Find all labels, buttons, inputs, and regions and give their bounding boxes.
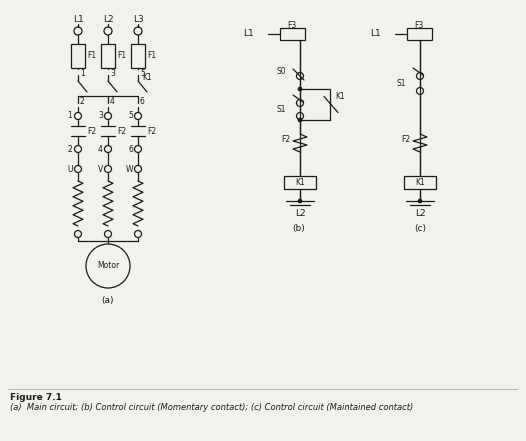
Text: (b): (b) bbox=[292, 224, 306, 232]
Text: K1: K1 bbox=[295, 178, 305, 187]
Text: L1: L1 bbox=[370, 30, 381, 38]
Text: 2: 2 bbox=[67, 145, 72, 153]
Text: (a)  Main circuit; (b) Control circuit (Momentary contact); (c) Control circuit : (a) Main circuit; (b) Control circuit (M… bbox=[10, 403, 413, 411]
Text: 6: 6 bbox=[128, 145, 133, 153]
Bar bbox=[284, 176, 316, 189]
Text: F1: F1 bbox=[117, 52, 126, 60]
Text: K1: K1 bbox=[415, 178, 425, 187]
Circle shape bbox=[298, 87, 302, 91]
Text: S0: S0 bbox=[276, 67, 286, 76]
Bar bbox=[280, 28, 305, 40]
Text: L3: L3 bbox=[133, 15, 144, 23]
Bar bbox=[404, 176, 436, 189]
Text: F2: F2 bbox=[117, 127, 126, 135]
Circle shape bbox=[86, 244, 130, 288]
Text: Motor: Motor bbox=[97, 262, 119, 270]
Text: F2: F2 bbox=[87, 127, 96, 135]
Text: 5: 5 bbox=[140, 68, 145, 78]
Text: L2: L2 bbox=[414, 209, 426, 217]
Bar bbox=[71, 44, 85, 68]
Text: 6: 6 bbox=[140, 97, 145, 105]
Text: (a): (a) bbox=[102, 295, 114, 304]
Text: 1: 1 bbox=[80, 68, 85, 78]
Bar bbox=[407, 28, 432, 40]
Text: (c): (c) bbox=[414, 224, 426, 232]
Text: 2: 2 bbox=[80, 97, 85, 105]
Text: 4: 4 bbox=[98, 145, 103, 153]
Text: 3: 3 bbox=[98, 112, 103, 120]
Text: K1: K1 bbox=[142, 74, 151, 82]
Text: L1: L1 bbox=[73, 15, 84, 23]
Text: S1: S1 bbox=[277, 105, 286, 114]
Text: 3: 3 bbox=[110, 68, 115, 78]
Bar bbox=[131, 44, 145, 68]
Text: S1: S1 bbox=[397, 79, 406, 88]
Text: L2: L2 bbox=[103, 15, 113, 23]
Text: U: U bbox=[67, 164, 73, 173]
Text: L1: L1 bbox=[243, 30, 254, 38]
Text: F1: F1 bbox=[87, 52, 96, 60]
Text: F2: F2 bbox=[281, 135, 290, 145]
Text: K1: K1 bbox=[335, 92, 345, 101]
Circle shape bbox=[298, 199, 302, 203]
Text: L2: L2 bbox=[295, 209, 305, 217]
Text: 1: 1 bbox=[67, 112, 72, 120]
Text: F1: F1 bbox=[147, 52, 156, 60]
Text: Figure 7.1: Figure 7.1 bbox=[10, 392, 62, 401]
Text: 5: 5 bbox=[128, 112, 133, 120]
Text: F2: F2 bbox=[401, 135, 410, 145]
Bar bbox=[101, 44, 115, 68]
Text: F3: F3 bbox=[414, 20, 423, 30]
Text: W: W bbox=[126, 164, 133, 173]
Circle shape bbox=[418, 199, 422, 203]
Text: F2: F2 bbox=[147, 127, 156, 135]
Text: 4: 4 bbox=[110, 97, 115, 105]
Circle shape bbox=[298, 118, 302, 122]
Text: F3: F3 bbox=[287, 20, 297, 30]
Text: V: V bbox=[98, 164, 103, 173]
